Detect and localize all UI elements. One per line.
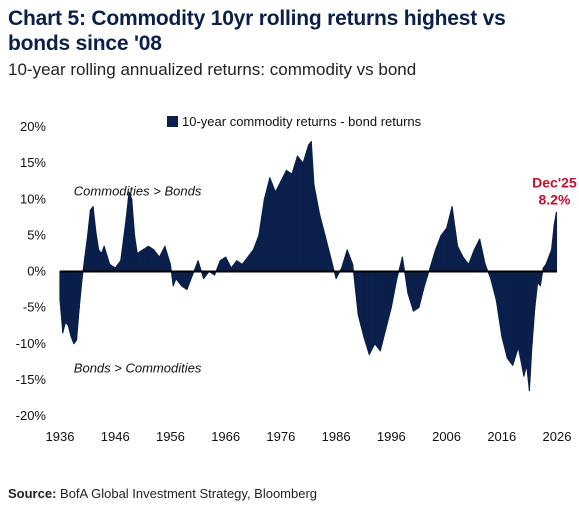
- callout-value-label: 8.2%: [538, 191, 570, 207]
- callout-date-label: Dec'25: [532, 174, 577, 190]
- x-tick-label: 1976: [266, 429, 295, 444]
- y-tick-label: 5%: [27, 227, 46, 242]
- latest-value-callout: Dec'25 8.2%: [532, 174, 577, 207]
- y-tick-label: -15%: [16, 372, 47, 387]
- x-tick-label: 1946: [101, 429, 130, 444]
- legend-label: 10-year commodity returns - bond returns: [182, 114, 422, 129]
- chart-subtitle: 10-year rolling annualized returns: comm…: [8, 60, 417, 79]
- y-tick-label: -5%: [23, 300, 47, 315]
- y-tick-label: -20%: [16, 408, 47, 423]
- source-label: Source:: [8, 486, 57, 501]
- y-tick-label: 20%: [20, 119, 46, 134]
- y-tick-label: -10%: [16, 336, 47, 351]
- x-axis: 1936 1946 1956 1966 1976 1986 1996 2006 2016 2026: [46, 429, 572, 444]
- annotation-label: Bonds > Commodities: [74, 361, 202, 376]
- y-tick-label: 0%: [27, 264, 46, 279]
- x-tick-label: 1956: [156, 429, 185, 444]
- annotations: Commodities > Bonds Bonds > Commodities: [74, 184, 202, 376]
- legend: 10-year commodity returns - bond returns: [167, 114, 422, 129]
- series-layer: [59, 140, 558, 392]
- annotation-label: Commodities > Bonds: [74, 184, 202, 199]
- x-tick-label: 2016: [487, 429, 516, 444]
- x-tick-label: 1986: [322, 429, 351, 444]
- x-tick-label: 1996: [377, 429, 406, 444]
- y-tick-label: 15%: [20, 155, 46, 170]
- x-tick-label: 2006: [432, 429, 461, 444]
- legend-swatch: [167, 116, 178, 127]
- x-tick-label: 2026: [543, 429, 572, 444]
- x-tick-label: 1966: [211, 429, 240, 444]
- x-tick-label: 1936: [46, 429, 75, 444]
- chart-title: Chart 5: Commodity 10yr rolling returns …: [8, 7, 506, 55]
- source-text: BofA Global Investment Strategy, Bloombe…: [60, 486, 318, 501]
- source-note: Source: BofA Global Investment Strategy,…: [8, 486, 317, 501]
- y-axis: -20% -15% -10% -5% 0% 5% 10% 15% 20%: [16, 119, 47, 423]
- y-tick-label: 10%: [20, 191, 46, 206]
